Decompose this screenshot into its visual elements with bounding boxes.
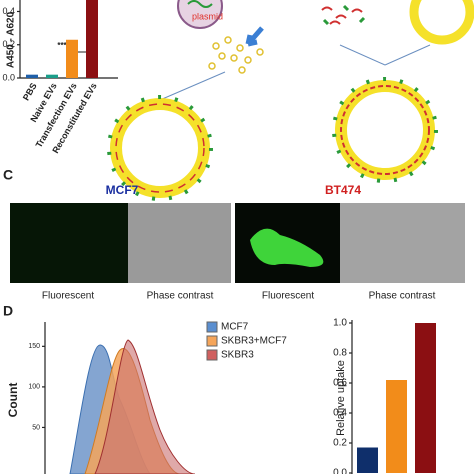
- diagram-label: plasmid: [192, 11, 223, 21]
- y-tick-label: 0.8: [333, 348, 347, 359]
- cell-line: MCF7: [106, 183, 139, 197]
- legend-swatch: [206, 349, 218, 361]
- cell-line: BT474: [325, 183, 361, 197]
- y-tick-label: 0.4: [2, 6, 15, 16]
- histogram: [69, 339, 196, 474]
- image: [10, 203, 128, 283]
- bar: [66, 39, 78, 78]
- axis-label: Count: [6, 383, 20, 418]
- y-tick-label: 0.0: [2, 72, 15, 82]
- legend-swatch: [206, 321, 218, 333]
- x-tick-label: PBS: [21, 81, 39, 102]
- y-tick-label: 0.6: [333, 378, 347, 389]
- legend-swatch: [206, 335, 218, 347]
- image: [340, 203, 465, 283]
- bar: [46, 74, 58, 78]
- annotation: ***: [57, 41, 67, 50]
- y-tick-label: 0.2: [2, 39, 15, 49]
- panel-label: C: [3, 167, 13, 183]
- image: [128, 203, 231, 283]
- y-tick-label: 0.2: [333, 438, 347, 449]
- y-tick-label: 0.0: [333, 468, 347, 474]
- legend-label: MCF7: [221, 322, 249, 333]
- diagram: plasmid: [107, 0, 474, 201]
- caption: Phase contrast: [147, 291, 214, 302]
- y-tick-label: 150: [28, 343, 40, 350]
- y-tick-label: 0.4: [333, 408, 347, 419]
- caption: Phase contrast: [369, 291, 436, 302]
- legend-label: SKBR3+MCF7: [221, 336, 287, 347]
- axis-label: Relative uptake: [335, 360, 347, 436]
- bar: [415, 323, 436, 473]
- y-tick-label: 50: [32, 424, 40, 431]
- y-tick-label: 100: [28, 384, 40, 391]
- bar: [386, 380, 407, 473]
- bar: [86, 0, 98, 78]
- bar: [357, 447, 378, 473]
- legend-label: SKBR3: [221, 350, 254, 361]
- y-tick-label: 1.0: [333, 318, 347, 329]
- caption: Fluorescent: [42, 291, 94, 302]
- bar: [26, 74, 38, 78]
- caption: Fluorescent: [262, 291, 314, 302]
- image: [250, 228, 324, 267]
- axis-label: A450 - A620: [6, 11, 17, 68]
- panel-label: D: [3, 303, 13, 319]
